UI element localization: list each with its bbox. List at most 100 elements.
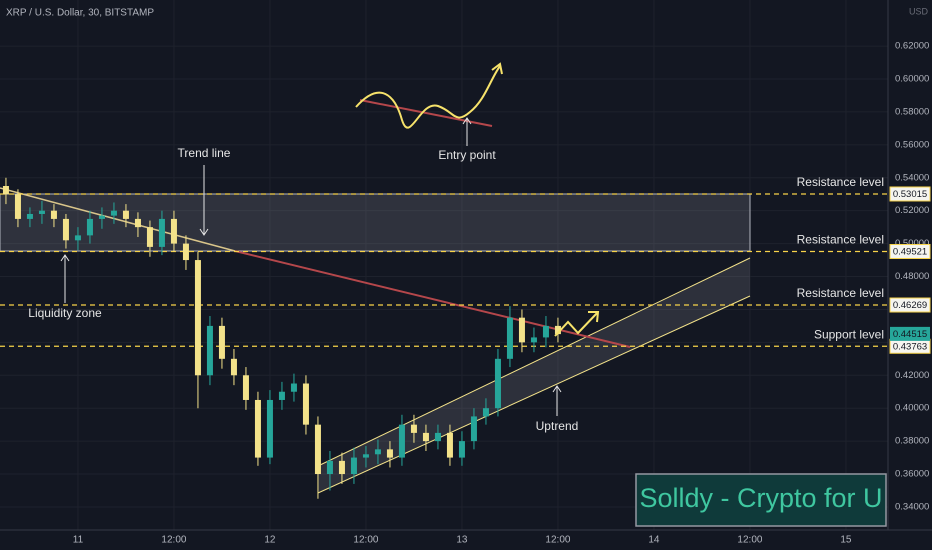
annotation: Trend line <box>178 146 231 160</box>
axes: 0.340000.360000.380000.400000.420000.440… <box>73 41 931 546</box>
y-tick-label: 0.54000 <box>895 172 929 183</box>
y-axis-area <box>888 0 932 550</box>
y-unit: USD <box>909 6 929 16</box>
trend-line <box>0 187 236 252</box>
level-price: 0.53015 <box>893 189 927 200</box>
y-tick-label: 0.60000 <box>895 74 929 85</box>
candle-body <box>518 317 525 343</box>
watermark: Solldy - Crypto for U <box>639 483 882 513</box>
sketch-curve <box>355 65 501 129</box>
candle-body <box>2 185 9 195</box>
candle-body <box>62 218 69 241</box>
candle-body <box>362 454 369 458</box>
candle-body <box>302 383 309 425</box>
candle-body <box>110 210 117 216</box>
candle-body <box>278 391 285 400</box>
annotation-arrows <box>60 117 562 416</box>
candle-body <box>290 383 297 392</box>
channel-upper <box>317 257 751 467</box>
candle-body <box>314 424 321 475</box>
liquidity-zone <box>0 193 751 252</box>
candle-body <box>206 325 213 376</box>
y-tick-label: 0.52000 <box>895 205 929 216</box>
y-tick-label: 0.56000 <box>895 139 929 150</box>
candle-body <box>146 227 153 247</box>
level-price-box <box>889 186 931 202</box>
last-price: 0.44515 <box>893 329 927 340</box>
x-tick-label: 14 <box>648 535 660 546</box>
annotation: Liquidity zone <box>28 306 102 320</box>
y-tick-label: 0.48000 <box>895 271 929 282</box>
y-tick-label: 0.62000 <box>895 41 929 52</box>
trend-line <box>234 250 631 348</box>
candle-body <box>338 460 345 475</box>
sketch-arrowhead <box>491 62 503 75</box>
levels: Resistance level Resistance level Resistan… <box>0 175 888 347</box>
candle-body <box>554 325 561 335</box>
candle-body <box>386 449 393 458</box>
sketch-line <box>359 99 493 127</box>
candle-body <box>50 210 57 219</box>
candle-body <box>242 375 249 400</box>
x-tick-label: 12:00 <box>545 535 570 546</box>
level-price: 0.43763 <box>893 341 927 352</box>
candle-body <box>434 432 441 442</box>
candle-body <box>470 416 477 442</box>
x-tick-label: 15 <box>840 535 852 546</box>
level-price: 0.49521 <box>893 247 927 258</box>
candle-body <box>458 441 465 458</box>
candle-body <box>326 460 333 475</box>
candles <box>2 177 561 499</box>
x-tick-label: 13 <box>456 535 468 546</box>
candle-body <box>38 210 45 214</box>
level-price: 0.46269 <box>893 300 927 311</box>
candle-body <box>422 432 429 442</box>
annotation: Uptrend <box>536 419 579 433</box>
last-price-box <box>890 326 930 341</box>
candle-body <box>230 358 237 376</box>
projection-arrow <box>554 311 600 337</box>
x-tick-label: 12:00 <box>161 535 186 546</box>
y-tick-label: 0.42000 <box>895 370 929 381</box>
candle-body <box>482 408 489 417</box>
grid <box>0 0 888 530</box>
candle-body <box>398 424 405 458</box>
candle-body <box>218 325 225 359</box>
candle-body <box>14 194 21 219</box>
candle-body <box>446 432 453 458</box>
y-tick-label: 0.58000 <box>895 106 929 117</box>
candle-body <box>494 358 501 409</box>
candle-body <box>74 235 81 241</box>
y-tick-label: 0.36000 <box>895 469 929 480</box>
level-label: Support level <box>814 327 884 341</box>
candle-body <box>158 218 165 247</box>
level-label: Resistance level <box>797 286 884 300</box>
level-price-box <box>889 297 931 313</box>
candle-body <box>122 210 129 219</box>
candle-body <box>506 317 513 359</box>
y-tick-label: 0.50000 <box>895 238 929 249</box>
x-tick-label: 12 <box>264 535 276 546</box>
candle-body <box>86 218 93 236</box>
x-tick-label: 12:00 <box>353 535 378 546</box>
y-tick-label: 0.38000 <box>895 436 929 447</box>
candle-body <box>410 424 417 433</box>
candle-body <box>194 260 201 376</box>
x-tick-label: 12:00 <box>737 535 762 546</box>
level-label: Resistance level <box>797 233 884 247</box>
candle-body <box>26 213 33 219</box>
annotation: Entry point <box>438 148 496 162</box>
x-tick-label: 11 <box>73 535 84 546</box>
candle-body <box>530 337 537 343</box>
chart-title: XRP / U.S. Dollar, 30, BITSTAMP <box>6 8 154 19</box>
watermark-box <box>635 473 887 527</box>
y-tick-label: 0.40000 <box>895 403 929 414</box>
y-tick-label: 0.34000 <box>895 501 929 512</box>
candle-body <box>182 243 189 261</box>
candle-body <box>266 399 273 458</box>
candle-body <box>170 218 177 244</box>
candle-body <box>254 399 261 458</box>
level-label: Resistance level <box>797 175 884 189</box>
candle-body <box>134 218 141 228</box>
